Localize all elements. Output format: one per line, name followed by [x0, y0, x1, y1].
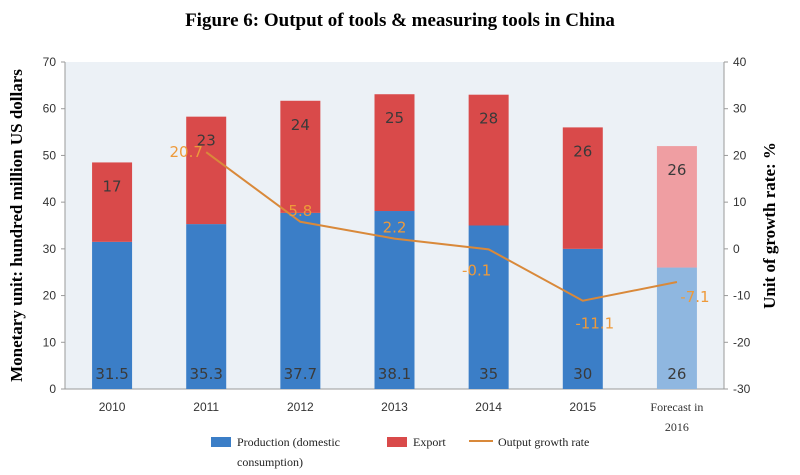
- bar-export: [468, 94, 509, 226]
- growth-rate-label: -0.1: [462, 261, 491, 279]
- growth-rate-label: 5.8: [288, 202, 312, 220]
- data-label-export: 26: [667, 161, 686, 179]
- legend-swatch-production: [211, 437, 231, 447]
- data-label-production: 38.1: [378, 365, 411, 383]
- y-tick-label-left: 70: [43, 55, 57, 69]
- x-tick-label: 2012: [287, 400, 314, 414]
- y-tick-label-right: 40: [733, 55, 747, 69]
- bar-export: [186, 116, 227, 225]
- data-label-production: 37.7: [284, 365, 317, 383]
- growth-rate-line: [205, 151, 678, 302]
- data-label-production: 30: [573, 365, 592, 383]
- y-axis-title-left: Monetary unit: hundred million US dollar…: [7, 69, 26, 382]
- legend-label-growth-rate: Output growth rate: [498, 435, 589, 449]
- x-tick-label: 2013: [381, 400, 408, 414]
- y-tick-label-left: 30: [43, 242, 57, 256]
- x-tick-label: 2014: [475, 400, 502, 414]
- x-tick-label: 2010: [99, 400, 126, 414]
- bar-export: [92, 162, 133, 242]
- y-tick-label-right: 20: [733, 148, 747, 162]
- y-tick-label-left: 50: [43, 148, 57, 162]
- growth-rate-line-layer: 20.7 5.8 2.2 -0.1 -11.1 -7.1: [170, 143, 710, 333]
- legend-label-production-line2: consumption): [237, 455, 303, 469]
- data-label-export: 24: [291, 116, 310, 134]
- bar-production: [280, 212, 321, 389]
- y-tick-label-right: -30: [733, 382, 751, 396]
- bar-production: [656, 267, 697, 389]
- bar-production: [92, 241, 133, 389]
- data-label-export: 26: [573, 142, 592, 160]
- bar-export: [280, 100, 321, 213]
- data-label-production: 35: [479, 365, 498, 383]
- legend-swatch-export: [387, 437, 407, 447]
- bar-export: [656, 146, 697, 268]
- legend-label-production: Production (domestic: [237, 435, 340, 449]
- growth-rate-label: 20.7: [170, 143, 203, 161]
- x-tick-label: 2011: [193, 400, 219, 414]
- y-tick-label-right: -10: [733, 289, 751, 303]
- growth-rate-label: -11.1: [575, 315, 614, 333]
- data-label-export: 28: [479, 110, 498, 128]
- growth-rate-label: -7.1: [680, 288, 709, 306]
- x-tick-label-line2: 2016: [665, 420, 689, 434]
- y-tick-label-left: 0: [49, 382, 56, 396]
- y-tick-label-left: 60: [43, 102, 57, 116]
- y-tick-label-left: 10: [43, 335, 57, 349]
- data-label-production: 31.5: [95, 365, 128, 383]
- bar-export: [562, 127, 603, 249]
- y-tick-label-right: -20: [733, 335, 751, 349]
- y-tick-label-left: 20: [43, 289, 57, 303]
- bar-production: [468, 225, 509, 389]
- bar-labels: 31.5 17 35.3 23 37.7 24 38.1 25 35 28 30 26 26 26: [95, 109, 686, 383]
- y-axis-title-right: Unit of growth rate: %: [760, 142, 779, 309]
- chart-title: Figure 6: Output of tools & measuring to…: [185, 10, 615, 31]
- legend-label-export: Export: [413, 435, 446, 449]
- y-ticks-right: -30 -20 -10 0 10 20 30 40: [724, 55, 751, 396]
- data-label-export: 25: [385, 109, 404, 127]
- y-tick-label-right: 0: [733, 242, 740, 256]
- bar-production: [562, 248, 603, 389]
- data-label-production: 35.3: [190, 365, 223, 383]
- legend: Production (domestic consumption) Export…: [211, 435, 589, 469]
- bar-production: [186, 224, 227, 389]
- growth-rate-label: 2.2: [383, 219, 407, 237]
- x-tick-label: Forecast in: [650, 400, 703, 414]
- y-tick-label-right: 10: [733, 195, 747, 209]
- data-label-production: 26: [667, 365, 686, 383]
- x-tick-labels: 2010 2011 2012 2013 2014 2015 Forecast in 2016: [99, 400, 704, 434]
- data-label-export: 23: [197, 132, 216, 150]
- y-ticks-left: 0 10 20 30 40 50 60 70: [43, 55, 65, 396]
- bars: [92, 94, 697, 389]
- x-tick-label: 2015: [569, 400, 596, 414]
- y-tick-label-right: 30: [733, 102, 747, 116]
- data-label-export: 17: [103, 177, 122, 195]
- y-tick-label-left: 40: [43, 195, 57, 209]
- bar-export: [374, 94, 415, 212]
